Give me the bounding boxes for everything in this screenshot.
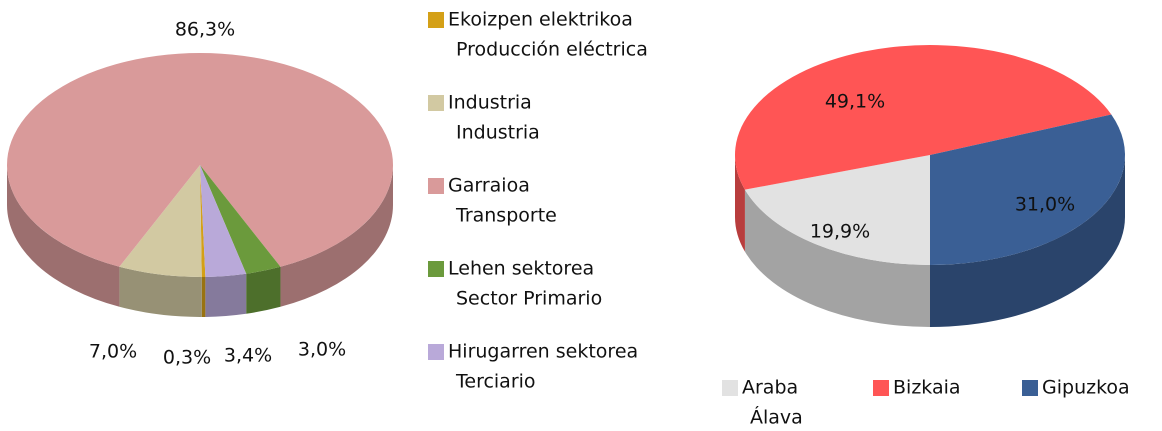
- slice-side: [930, 155, 1125, 327]
- slice: [200, 165, 281, 274]
- slice: [930, 114, 1126, 265]
- data-label: 31,0%: [1015, 194, 1075, 216]
- legend-swatch: [428, 261, 444, 277]
- slice-side: [280, 165, 393, 307]
- legend-label: Garraioa: [448, 175, 530, 197]
- legend-label: Lehen sektorea: [448, 258, 594, 280]
- slice-side: [201, 276, 206, 317]
- legend-swatch: [1022, 380, 1038, 396]
- data-label: 0,3%: [163, 347, 211, 369]
- legend-label: Álava: [750, 406, 803, 429]
- slice: [200, 165, 247, 277]
- slice-side: [246, 266, 281, 314]
- legend-label: Ekoizpen elektrikoa: [448, 9, 633, 31]
- legend-swatch: [428, 95, 444, 111]
- data-label: 7,0%: [89, 341, 137, 363]
- legend-swatch: [428, 178, 444, 194]
- legend-label: Industria: [448, 92, 532, 114]
- legend-label: Araba: [742, 377, 798, 399]
- slice: [200, 165, 206, 277]
- slice: [119, 165, 202, 277]
- legend-label: Industria: [456, 122, 540, 144]
- legend-label: Bizkaia: [893, 377, 961, 399]
- slice-side: [744, 189, 930, 327]
- legend-label: Producción eléctrica: [456, 39, 648, 61]
- slice-side: [119, 266, 202, 317]
- legend-swatch: [428, 12, 444, 28]
- legend-swatch: [873, 380, 889, 396]
- data-label: 3,0%: [298, 339, 346, 361]
- legend-label: Terciario: [455, 371, 536, 393]
- data-label: 19,9%: [810, 221, 870, 243]
- legend-label: Gipuzkoa: [1042, 377, 1130, 399]
- legend-swatch: [722, 380, 738, 396]
- data-label: 86,3%: [175, 19, 235, 41]
- legend-label: Hirugarren sektorea: [448, 341, 638, 363]
- slice-side: [205, 273, 247, 317]
- legend-label: Transporte: [455, 205, 557, 227]
- slice: [744, 155, 930, 265]
- slice: [7, 53, 394, 267]
- slice-side: [7, 165, 120, 307]
- data-label: 49,1%: [825, 91, 885, 113]
- slice: [735, 45, 1112, 190]
- data-label: 3,4%: [224, 345, 272, 367]
- legend-swatch: [428, 344, 444, 360]
- legend-label: Sector Primario: [456, 288, 602, 310]
- slice-side: [735, 155, 745, 252]
